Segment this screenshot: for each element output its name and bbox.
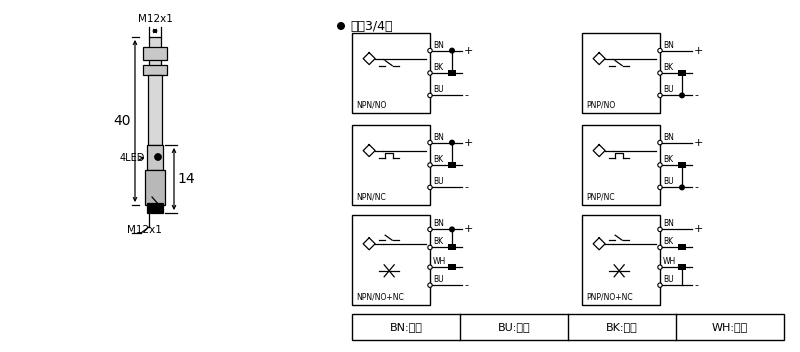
Circle shape (449, 48, 455, 54)
Text: BK: BK (663, 63, 673, 72)
Bar (352, 125, 430, 205)
Bar (448, 70, 456, 76)
Circle shape (658, 71, 662, 75)
Circle shape (679, 92, 685, 99)
Bar (582, 125, 660, 205)
Bar (352, 215, 430, 305)
Text: WH:白色: WH:白色 (712, 322, 748, 332)
Bar (145, 170, 165, 205)
Text: BN: BN (663, 219, 674, 228)
Text: BU: BU (663, 275, 674, 284)
Text: PNP/NO: PNP/NO (586, 101, 615, 110)
Text: BK: BK (663, 155, 673, 164)
Circle shape (658, 227, 662, 232)
Bar (143, 47, 167, 60)
Bar (352, 314, 784, 340)
Text: +: + (464, 138, 474, 147)
Circle shape (658, 283, 662, 287)
Circle shape (154, 153, 162, 161)
Circle shape (428, 185, 432, 190)
Text: M12x1: M12x1 (127, 225, 162, 235)
Text: BN: BN (433, 133, 444, 142)
Text: BN: BN (433, 40, 444, 50)
Circle shape (658, 185, 662, 190)
Bar (448, 244, 456, 250)
Text: -: - (464, 90, 468, 100)
Text: BN: BN (433, 219, 444, 228)
Text: -: - (694, 90, 698, 100)
Text: 14: 14 (177, 172, 194, 186)
Text: BN: BN (663, 133, 674, 142)
Bar (448, 264, 456, 270)
Text: 直涁3/4线: 直涁3/4线 (350, 19, 393, 32)
Bar (149, 37, 161, 67)
Text: BK: BK (433, 63, 443, 72)
Text: BU: BU (433, 275, 444, 284)
Text: BK:黑色: BK:黑色 (606, 322, 638, 332)
Text: +: + (464, 46, 474, 56)
Text: BN: BN (663, 40, 674, 50)
Circle shape (658, 93, 662, 98)
Circle shape (428, 163, 432, 167)
Circle shape (658, 49, 662, 53)
Circle shape (428, 265, 432, 269)
Text: BK: BK (433, 155, 443, 164)
Bar (143, 65, 167, 75)
Text: 4LED: 4LED (120, 153, 145, 163)
Text: BN:棕色: BN:棕色 (390, 322, 422, 332)
Bar (147, 203, 163, 213)
Text: -: - (694, 182, 698, 193)
Circle shape (449, 226, 455, 232)
Text: BU: BU (663, 177, 674, 187)
Text: NPN/NO: NPN/NO (356, 101, 386, 110)
Circle shape (428, 71, 432, 75)
Bar (352, 33, 430, 113)
Text: M12x1: M12x1 (138, 14, 173, 24)
Text: WH: WH (433, 257, 446, 266)
Text: WH: WH (663, 257, 676, 266)
Text: BU:兰色: BU:兰色 (498, 322, 530, 332)
Bar (148, 75, 162, 145)
Circle shape (658, 265, 662, 269)
Circle shape (658, 245, 662, 250)
Text: BK: BK (663, 237, 673, 246)
Text: PNP/NC: PNP/NC (586, 193, 614, 202)
Bar (582, 33, 660, 113)
Bar (678, 264, 686, 270)
Bar (678, 162, 686, 168)
Text: +: + (464, 225, 474, 234)
Circle shape (428, 283, 432, 287)
Text: -: - (694, 280, 698, 290)
Circle shape (428, 49, 432, 53)
Text: BU: BU (433, 177, 444, 187)
Text: -: - (464, 280, 468, 290)
Text: BK: BK (433, 237, 443, 246)
Circle shape (428, 140, 432, 145)
Circle shape (428, 245, 432, 250)
Text: +: + (694, 138, 703, 147)
Text: -: - (464, 182, 468, 193)
Text: +: + (694, 225, 703, 234)
Bar (582, 215, 660, 305)
Circle shape (679, 264, 685, 270)
Text: +: + (694, 46, 703, 56)
Bar (678, 70, 686, 76)
Text: BU: BU (433, 86, 444, 94)
Circle shape (658, 163, 662, 167)
Bar (678, 244, 686, 250)
Text: PNP/NO+NC: PNP/NO+NC (586, 293, 633, 302)
Circle shape (428, 227, 432, 232)
Bar (147, 145, 163, 170)
Bar (448, 162, 456, 168)
Circle shape (658, 140, 662, 145)
Text: NPN/NO+NC: NPN/NO+NC (356, 293, 404, 302)
Circle shape (679, 184, 685, 190)
Circle shape (428, 93, 432, 98)
Text: 40: 40 (114, 114, 131, 128)
Text: NPN/NC: NPN/NC (356, 193, 386, 202)
Text: BU: BU (663, 86, 674, 94)
Circle shape (449, 140, 455, 146)
Circle shape (337, 22, 345, 30)
